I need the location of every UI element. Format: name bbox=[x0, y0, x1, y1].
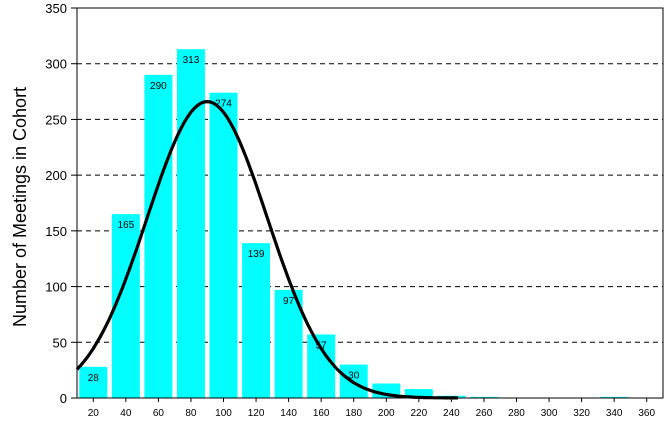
y-tick-label: 300 bbox=[45, 57, 67, 72]
bar bbox=[274, 289, 303, 398]
data-label: 97 bbox=[283, 296, 295, 307]
grid-lines bbox=[77, 63, 663, 343]
data-label: 274 bbox=[215, 99, 232, 110]
bar bbox=[242, 243, 271, 398]
bar bbox=[144, 74, 173, 398]
y-tick-label: 0 bbox=[60, 391, 67, 406]
x-tick-label: 240 bbox=[443, 408, 460, 419]
y-tick-label: 350 bbox=[45, 1, 67, 16]
axes bbox=[71, 7, 664, 402]
x-tick-label: 60 bbox=[153, 408, 165, 419]
x-tick-label: 80 bbox=[185, 408, 197, 419]
x-tick-label: 40 bbox=[120, 408, 132, 419]
x-tick-label: 340 bbox=[606, 408, 623, 419]
data-label: 290 bbox=[150, 81, 167, 92]
x-tick-label: 20 bbox=[88, 408, 100, 419]
x-tick-label: 120 bbox=[248, 408, 265, 419]
data-label: 30 bbox=[348, 371, 360, 382]
data-label: 139 bbox=[248, 249, 265, 260]
x-tick-labels: 20 40 60 80 100 120 140 160 180 200 220 240 260 280 30… bbox=[88, 408, 656, 419]
y-axis-title: Number of Meetings in Cohort bbox=[10, 87, 30, 327]
plot-frame bbox=[76, 7, 664, 399]
data-label: 313 bbox=[183, 55, 200, 66]
bar bbox=[209, 92, 238, 398]
x-tick-label: 320 bbox=[573, 408, 590, 419]
x-tick-label: 360 bbox=[638, 408, 655, 419]
bar bbox=[307, 334, 336, 398]
bar bbox=[176, 49, 205, 398]
bars bbox=[79, 49, 629, 398]
x-tick-label: 220 bbox=[410, 408, 427, 419]
fit-curve bbox=[75, 99, 458, 400]
normal-curve bbox=[75, 99, 458, 400]
x-tick-label: 160 bbox=[313, 408, 330, 419]
bar bbox=[469, 396, 498, 398]
y-tick-label: 50 bbox=[53, 335, 67, 350]
y-tick-labels: 0 50 100 150 200 250 300 350 bbox=[45, 1, 67, 406]
x-tick-label: 300 bbox=[541, 408, 558, 419]
x-tick-label: 140 bbox=[280, 408, 297, 419]
x-tick-label: 260 bbox=[476, 408, 493, 419]
y-tick-label: 150 bbox=[45, 224, 67, 239]
y-tick-label: 250 bbox=[45, 112, 67, 127]
x-tick-label: 280 bbox=[508, 408, 525, 419]
y-tick-label: 100 bbox=[45, 280, 67, 295]
bar bbox=[79, 366, 108, 398]
x-tick-label: 100 bbox=[215, 408, 232, 419]
x-tick-label: 180 bbox=[345, 408, 362, 419]
x-tick-label: 200 bbox=[378, 408, 395, 419]
bar bbox=[600, 396, 629, 398]
y-tick-label: 200 bbox=[45, 168, 67, 183]
bar bbox=[404, 389, 433, 398]
data-label: 165 bbox=[117, 220, 134, 231]
data-label: 28 bbox=[88, 373, 100, 384]
